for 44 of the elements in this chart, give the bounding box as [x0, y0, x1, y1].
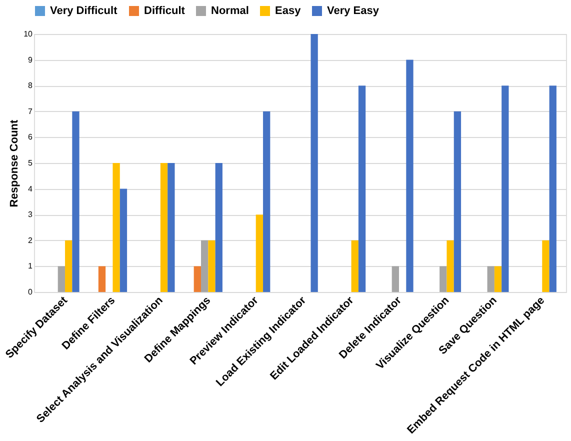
bar: [200, 240, 208, 292]
bar: [392, 266, 400, 292]
y-tick-label: 6: [28, 132, 34, 142]
bar: [168, 163, 175, 292]
bar: [502, 86, 509, 292]
bar: [440, 266, 447, 292]
y-tick-label: 2: [28, 236, 34, 245]
legend-label: Very Easy: [327, 5, 380, 17]
bar: [549, 86, 556, 292]
y-axis-title: Response Count: [8, 119, 21, 208]
bar: [487, 266, 494, 292]
bar: [112, 163, 120, 292]
y-tick-label: 5: [28, 158, 34, 168]
bar: [256, 214, 264, 292]
bar: [446, 240, 454, 292]
bar: [65, 240, 72, 292]
bar: [98, 266, 106, 292]
bar: [358, 86, 366, 292]
bar: [406, 60, 414, 292]
legend-label: Easy: [275, 5, 302, 17]
bar: [494, 266, 502, 292]
bar: [263, 111, 270, 292]
y-tick-label: 0: [28, 288, 34, 296]
bar: [351, 240, 358, 292]
bar: [160, 163, 168, 292]
legend-label: Difficult: [144, 5, 186, 17]
bar: [194, 266, 201, 292]
legend-label: Very Difficult: [50, 5, 118, 17]
bar: [454, 111, 462, 292]
bar: [215, 163, 222, 292]
y-tick-label: 9: [28, 55, 34, 64]
bar: [120, 188, 128, 292]
y-tick-label: 1: [28, 262, 34, 271]
y-tick-label: 3: [28, 210, 34, 220]
bar: [310, 34, 318, 292]
y-tick-label: 7: [28, 106, 34, 116]
legend-label: Normal: [211, 5, 249, 17]
bar: [72, 111, 80, 292]
y-tick-label: 10: [24, 30, 34, 38]
y-tick-label: 4: [28, 184, 34, 194]
y-tick-label: 8: [28, 81, 34, 90]
bar: [542, 240, 550, 292]
bar: [208, 240, 216, 292]
bar: [58, 266, 66, 292]
